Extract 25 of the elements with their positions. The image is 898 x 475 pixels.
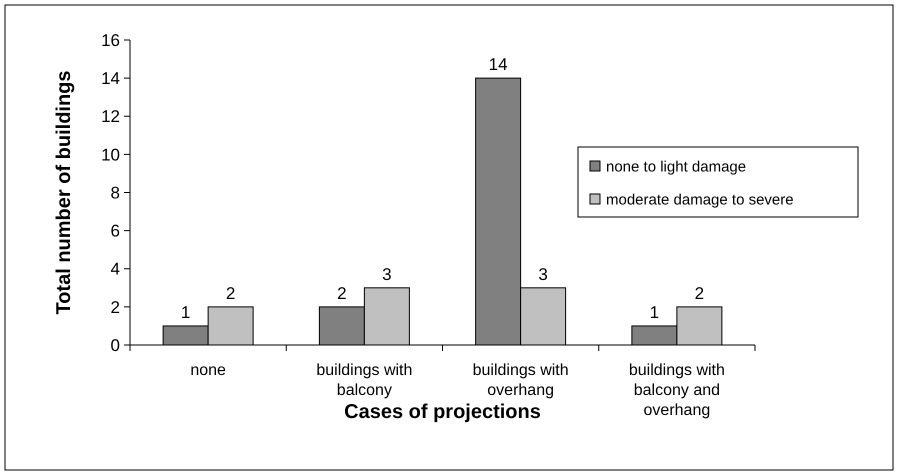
data-label: 1 (650, 302, 660, 322)
y-tick-label: 2 (110, 298, 120, 317)
data-label: 2 (337, 284, 347, 303)
x-tick-label: buildings with balcony (316, 362, 412, 399)
y-tick-label: 14 (101, 69, 120, 88)
y-axis-title: Total number of buildings (53, 70, 75, 315)
x-tick-label: buildings with balcony and overhang (628, 362, 725, 419)
y-tick-label: 0 (110, 336, 120, 355)
y-tick-label: 6 (110, 222, 120, 241)
x-axis-title: Cases of projections (344, 401, 541, 423)
data-label: 14 (488, 55, 508, 74)
y-tick-label: 8 (110, 183, 120, 202)
y-tick-label: 16 (101, 30, 120, 50)
y-tick-label: 12 (101, 107, 120, 126)
data-label: 2 (694, 284, 704, 303)
data-label: 3 (538, 264, 548, 284)
data-label: 1 (180, 302, 190, 322)
x-tick-label: buildings with overhang (472, 362, 569, 399)
legend-label: moderate damage to severe (606, 191, 794, 208)
y-tick-label: 4 (110, 260, 120, 279)
data-label: 2 (226, 284, 236, 303)
y-tick-label: 10 (101, 145, 120, 164)
data-label: 3 (382, 264, 392, 284)
legend-label: none to light damage (606, 158, 746, 176)
x-tick-label: none (190, 362, 226, 379)
